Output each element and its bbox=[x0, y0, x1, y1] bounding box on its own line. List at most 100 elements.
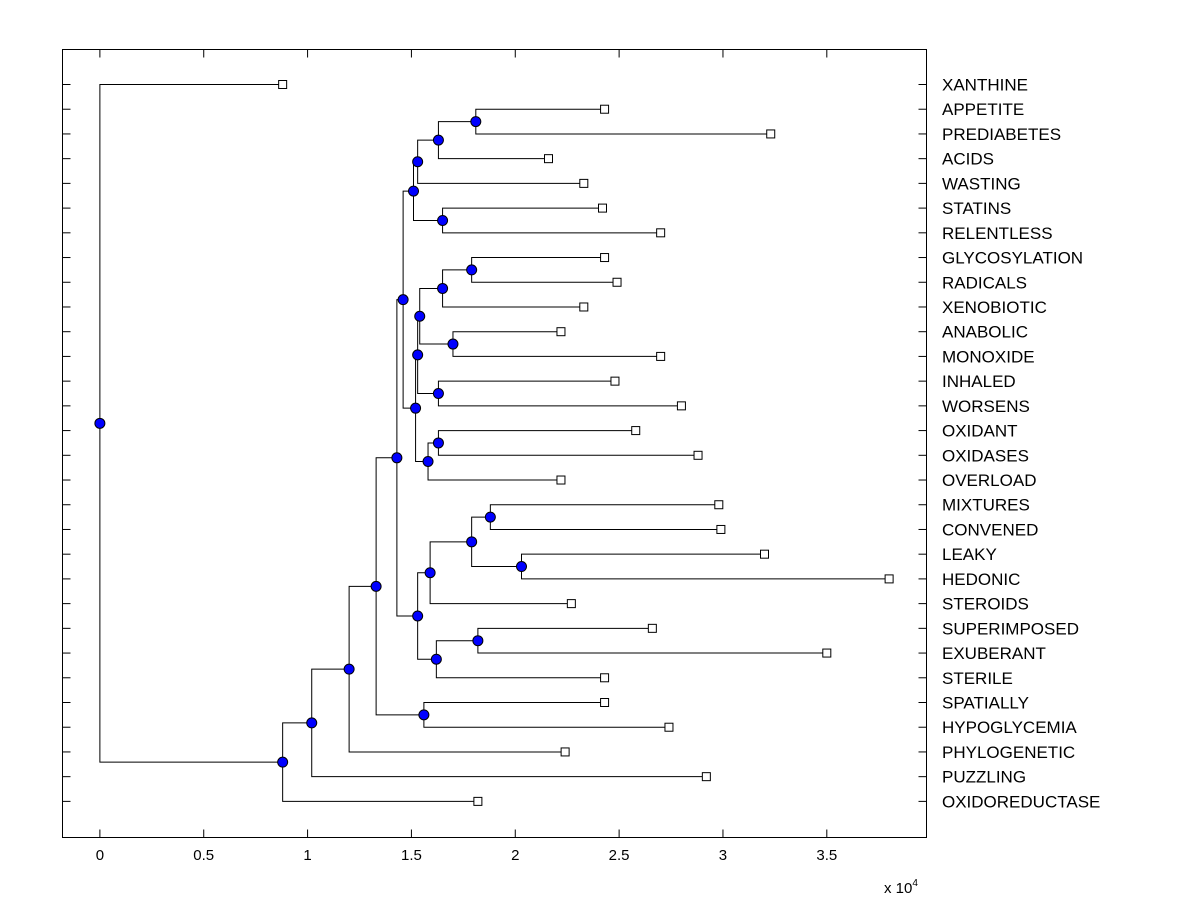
leaf-labels: XANTHINE APPETITE PREDIABETES ACIDS WASTING S… bbox=[942, 76, 1100, 812]
branch-link bbox=[435, 659, 605, 679]
branch-link bbox=[348, 585, 377, 670]
leaf-label: EXUBERANT bbox=[942, 644, 1046, 663]
leaf-marker bbox=[544, 154, 553, 164]
leaf-label: SPATIALLY bbox=[942, 694, 1029, 713]
branch-link bbox=[471, 269, 618, 283]
leaf-label: PHYLOGENETIC bbox=[942, 743, 1075, 762]
leaf-label: APPETITE bbox=[942, 100, 1024, 119]
leaf-label: STATINS bbox=[942, 199, 1011, 218]
leaf-marker bbox=[579, 178, 589, 188]
x-tick-label: 2.5 bbox=[609, 847, 630, 864]
x-tick-label: 3.5 bbox=[816, 847, 837, 864]
branch-link bbox=[375, 457, 397, 587]
branch-link bbox=[427, 461, 561, 481]
leaf-marker bbox=[600, 104, 610, 114]
branch-link bbox=[521, 566, 890, 580]
leaf-marker bbox=[556, 475, 566, 485]
branch-link bbox=[417, 615, 437, 660]
leaf-label: RELENTLESS bbox=[942, 224, 1053, 243]
branch-link bbox=[396, 457, 418, 617]
branch-link bbox=[417, 161, 584, 184]
leaf-label: OXIDANT bbox=[942, 422, 1018, 441]
leaf-label: MONOXIDE bbox=[942, 347, 1035, 366]
leaf-marker bbox=[766, 129, 776, 139]
leaf-marker bbox=[714, 500, 724, 510]
branch-link bbox=[419, 287, 443, 317]
x-tick-label: 0.5 bbox=[193, 847, 214, 864]
branch-link bbox=[477, 640, 827, 654]
branch-link bbox=[282, 762, 478, 802]
x-axis: 0 0.5 1 1.5 2 2.5 3 3.5 bbox=[96, 49, 837, 864]
leaf-marker bbox=[600, 673, 610, 683]
internal-node-marker bbox=[418, 709, 430, 721]
branch-link bbox=[437, 393, 682, 407]
x-tick-label: 1.5 bbox=[401, 847, 422, 864]
leaf-marker bbox=[600, 253, 610, 263]
leaf-label: STEROIDS bbox=[942, 595, 1029, 614]
leaf-marker bbox=[600, 698, 610, 707]
branch-link bbox=[475, 108, 605, 122]
branch-link bbox=[429, 572, 572, 605]
branch-link bbox=[475, 121, 771, 135]
branch-link bbox=[311, 668, 350, 723]
branch-link bbox=[437, 442, 699, 456]
leaf-marker bbox=[612, 277, 622, 287]
leaf-label: OXIDOREDUCTASE bbox=[942, 792, 1100, 811]
leaf-label: GLYCOSYLATION bbox=[942, 249, 1083, 268]
branch-link bbox=[423, 702, 605, 715]
internal-node-marker bbox=[412, 349, 424, 361]
branch-link bbox=[471, 516, 491, 542]
internal-node-marker bbox=[408, 185, 419, 197]
internal-node-marker bbox=[424, 567, 436, 579]
internal-node-marker bbox=[410, 402, 422, 414]
leaf-label: ACIDS bbox=[942, 150, 994, 169]
leaf-marker bbox=[716, 524, 726, 534]
leaf-marker bbox=[822, 648, 832, 658]
leaf-label: PREDIABETES bbox=[942, 125, 1061, 144]
leaf-marker bbox=[579, 302, 589, 312]
leaf-label: OVERLOAD bbox=[942, 471, 1036, 490]
internal-nodes bbox=[94, 116, 527, 768]
leaf-marker bbox=[473, 796, 483, 806]
internal-node-marker bbox=[432, 437, 444, 449]
branches bbox=[99, 84, 890, 802]
leaf-marker bbox=[598, 203, 607, 213]
internal-node-marker bbox=[432, 134, 444, 146]
y-axis-ticks bbox=[62, 84, 927, 802]
branch-link bbox=[471, 257, 605, 270]
branch-link bbox=[442, 220, 661, 234]
x-tick-label: 0 bbox=[96, 847, 104, 864]
leaf-label: STERILE bbox=[942, 669, 1013, 688]
internal-node-marker bbox=[484, 511, 496, 523]
branch-link bbox=[417, 354, 439, 394]
x-tick-label: 3 bbox=[719, 847, 727, 864]
internal-node-marker bbox=[470, 116, 482, 128]
branch-link bbox=[282, 722, 312, 763]
branch-link bbox=[442, 269, 472, 289]
leaf-label: INHALED bbox=[942, 372, 1016, 391]
plot-area-frame bbox=[62, 49, 927, 838]
internal-node-marker bbox=[437, 214, 449, 226]
leaf-label: CONVENED bbox=[942, 520, 1038, 539]
branch-link bbox=[417, 139, 439, 162]
leaf-label: PUZZLING bbox=[942, 768, 1026, 787]
internal-node-marker bbox=[437, 282, 449, 294]
leaf-label: RADICALS bbox=[942, 273, 1027, 292]
branch-link bbox=[348, 669, 566, 753]
leaf-label: MIXTURES bbox=[942, 496, 1030, 515]
branch-link bbox=[477, 627, 653, 641]
internal-node-marker bbox=[432, 388, 444, 399]
leaf-label: WASTING bbox=[942, 174, 1021, 193]
leaf-marker bbox=[676, 401, 686, 411]
leaf-marker bbox=[610, 376, 620, 386]
branch-link bbox=[402, 190, 414, 300]
branch-link bbox=[452, 344, 661, 357]
branch-link bbox=[311, 722, 707, 778]
branch-link bbox=[417, 572, 431, 616]
x-tick-label: 1 bbox=[303, 847, 311, 864]
leaf-marker bbox=[693, 450, 703, 460]
branch-link bbox=[437, 140, 549, 160]
leaf-label: HEDONIC bbox=[942, 570, 1020, 589]
internal-node-marker bbox=[422, 455, 434, 467]
